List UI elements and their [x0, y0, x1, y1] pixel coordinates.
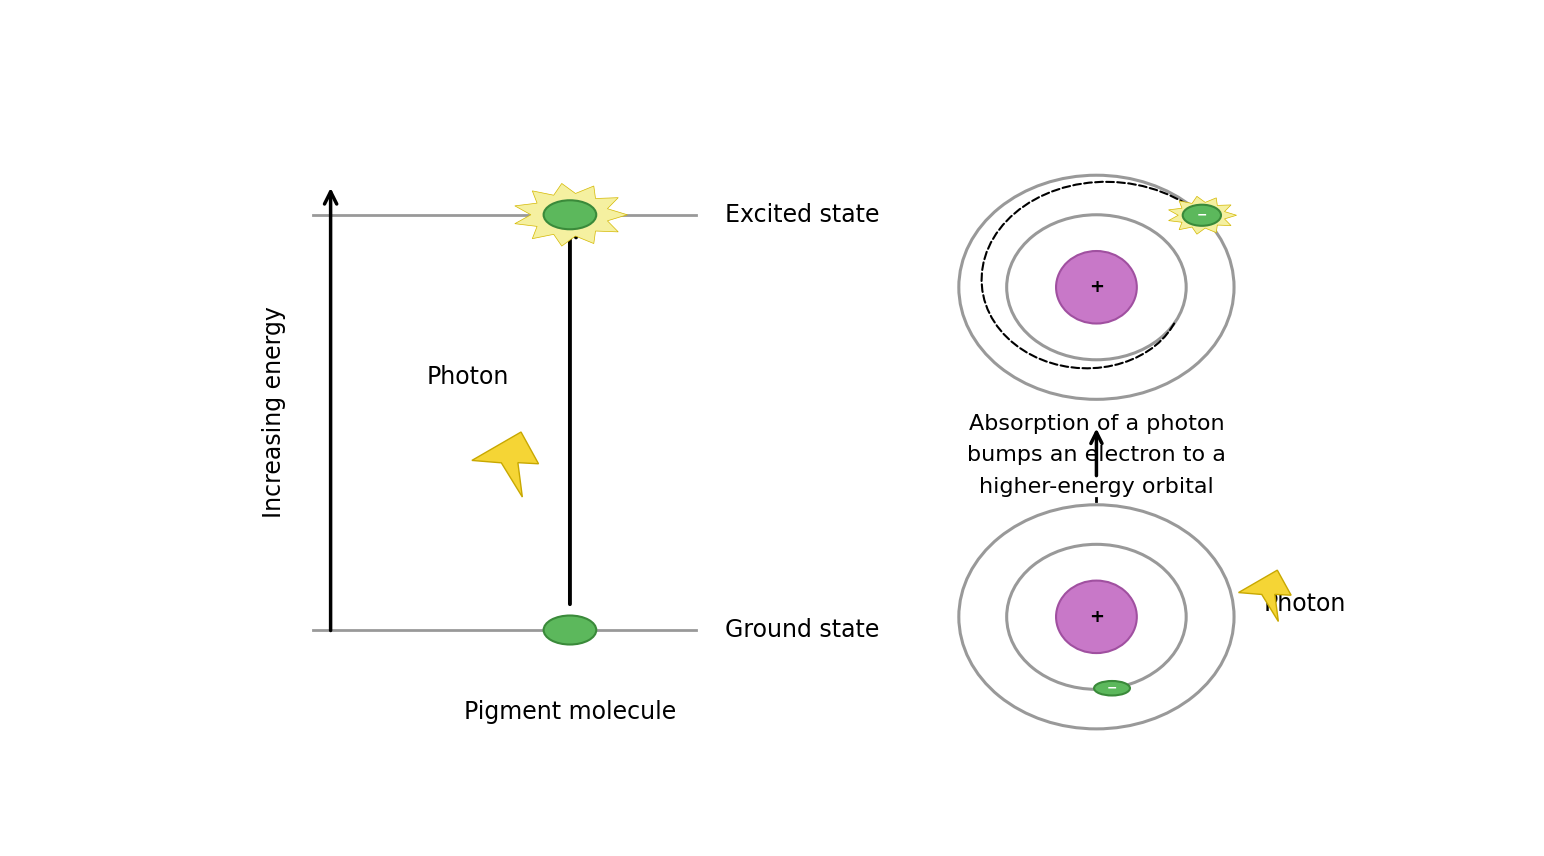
Text: Pigment molecule: Pigment molecule: [463, 700, 676, 724]
Text: −: −: [1107, 681, 1118, 695]
Circle shape: [1183, 205, 1221, 226]
Circle shape: [543, 615, 596, 645]
Polygon shape: [1238, 570, 1291, 621]
Circle shape: [543, 200, 596, 229]
Text: Excited state: Excited state: [726, 203, 880, 227]
Ellipse shape: [1056, 251, 1136, 324]
Text: Photon: Photon: [1265, 591, 1346, 615]
Polygon shape: [472, 432, 539, 497]
Text: Ground state: Ground state: [726, 618, 880, 642]
Text: Increasing energy: Increasing energy: [262, 306, 286, 519]
Ellipse shape: [1056, 580, 1136, 653]
Polygon shape: [514, 183, 627, 246]
Ellipse shape: [1095, 681, 1130, 695]
Text: −: −: [1197, 209, 1207, 222]
Text: Absorption of a photon
bumps an electron to a
higher-energy orbital: Absorption of a photon bumps an electron…: [967, 414, 1226, 496]
Text: Photon: Photon: [426, 366, 508, 389]
Text: +: +: [1089, 278, 1104, 296]
Polygon shape: [1169, 196, 1237, 235]
Text: +: +: [1089, 608, 1104, 626]
